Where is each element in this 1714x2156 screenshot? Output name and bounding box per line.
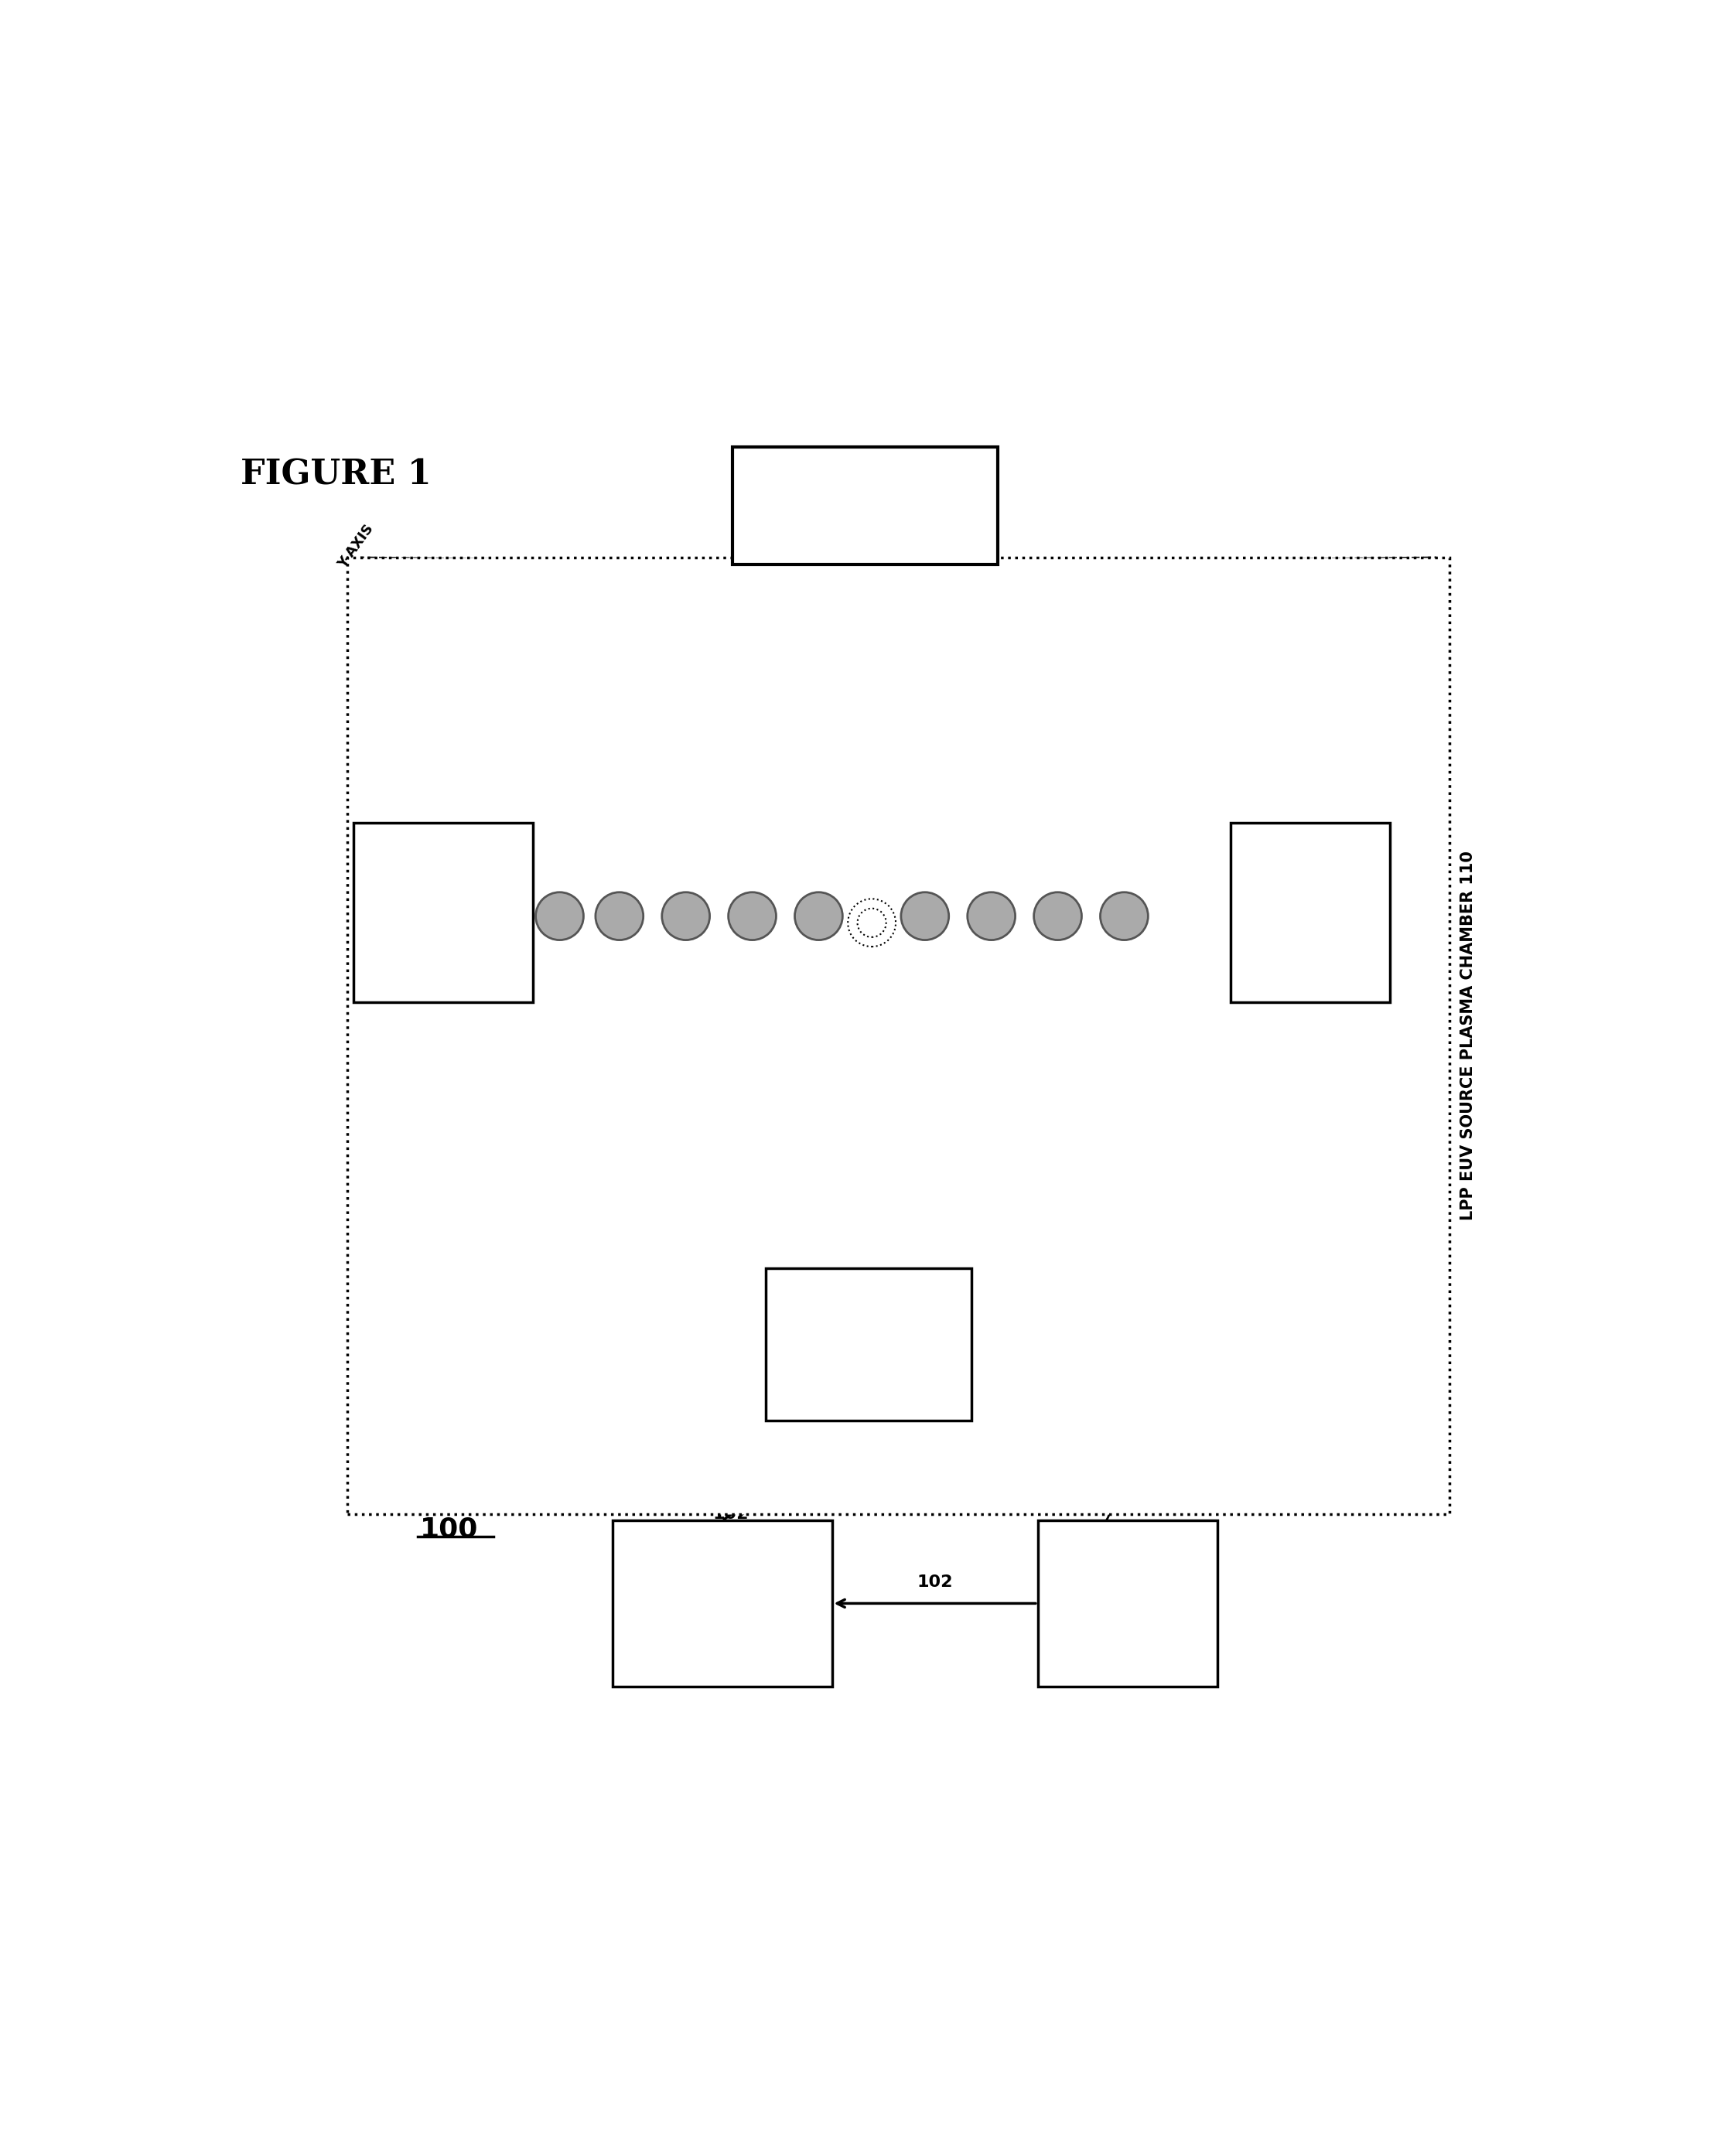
Text: INTERMEDIATE FOCUS: INTERMEDIATE FOCUS: [764, 476, 965, 492]
Text: 109: 109: [840, 528, 890, 550]
Text: DROPLET
GENERATOR: DROPLET GENERATOR: [396, 867, 490, 897]
FancyBboxPatch shape: [614, 1520, 831, 1686]
Text: FOCUSING
OPTICS: FOCUSING OPTICS: [828, 1307, 908, 1337]
Text: DROPLETS: DROPLETS: [595, 817, 684, 832]
Text: PRIMARY FOCAL SPOT: PRIMARY FOCAL SPOT: [951, 770, 1138, 785]
Text: 102: 102: [713, 1507, 749, 1522]
Circle shape: [662, 893, 710, 940]
Text: LPP EUV SOURCE PLASMA CHAMBER 110: LPP EUV SOURCE PLASMA CHAMBER 110: [1460, 852, 1476, 1220]
Circle shape: [795, 893, 843, 940]
Text: 104: 104: [847, 1380, 891, 1401]
Text: 102: 102: [1118, 1488, 1154, 1503]
Text: X-AXIS: X-AXIS: [526, 804, 578, 817]
Circle shape: [536, 893, 583, 940]
Circle shape: [857, 908, 886, 938]
FancyBboxPatch shape: [353, 824, 533, 1003]
Text: ELLIPTICAL COLLECTOR: ELLIPTICAL COLLECTOR: [394, 1115, 576, 1130]
FancyBboxPatch shape: [1231, 824, 1390, 1003]
Circle shape: [967, 893, 1015, 940]
Text: 102: 102: [1039, 1244, 1080, 1266]
Text: 105: 105: [991, 800, 1037, 821]
Text: FIGURE 1: FIGURE 1: [240, 457, 432, 492]
Circle shape: [595, 893, 643, 940]
Text: Z-AXIS: Z-AXIS: [572, 666, 626, 679]
Text: 106: 106: [422, 955, 466, 977]
FancyBboxPatch shape: [766, 1268, 972, 1421]
Circle shape: [1034, 893, 1082, 940]
Circle shape: [848, 899, 896, 946]
Text: 101: 101: [1106, 1643, 1150, 1664]
Circle shape: [1100, 893, 1148, 940]
Text: 100: 100: [420, 1516, 478, 1544]
Text: 108: 108: [1217, 1231, 1262, 1253]
Text: 103: 103: [699, 1647, 746, 1669]
Circle shape: [728, 893, 776, 940]
FancyBboxPatch shape: [1039, 1520, 1217, 1686]
Text: Y-AXIS: Y-AXIS: [336, 522, 377, 571]
Text: 108: 108: [420, 1145, 464, 1166]
Text: DROPLET
CATCHER: DROPLET CATCHER: [1274, 867, 1345, 897]
FancyBboxPatch shape: [732, 446, 998, 565]
Text: 110: 110: [1287, 955, 1332, 977]
Circle shape: [902, 893, 950, 940]
Text: DRIVE
LASER: DRIVE LASER: [1102, 1561, 1152, 1591]
Text: LASER BEAM: LASER BEAM: [1011, 1214, 1119, 1229]
Text: BEAM
DELIVERY
SYSTEM: BEAM DELIVERY SYSTEM: [687, 1550, 758, 1598]
Text: 102: 102: [917, 1574, 953, 1591]
FancyBboxPatch shape: [346, 558, 1450, 1514]
Text: 107: 107: [624, 834, 668, 856]
